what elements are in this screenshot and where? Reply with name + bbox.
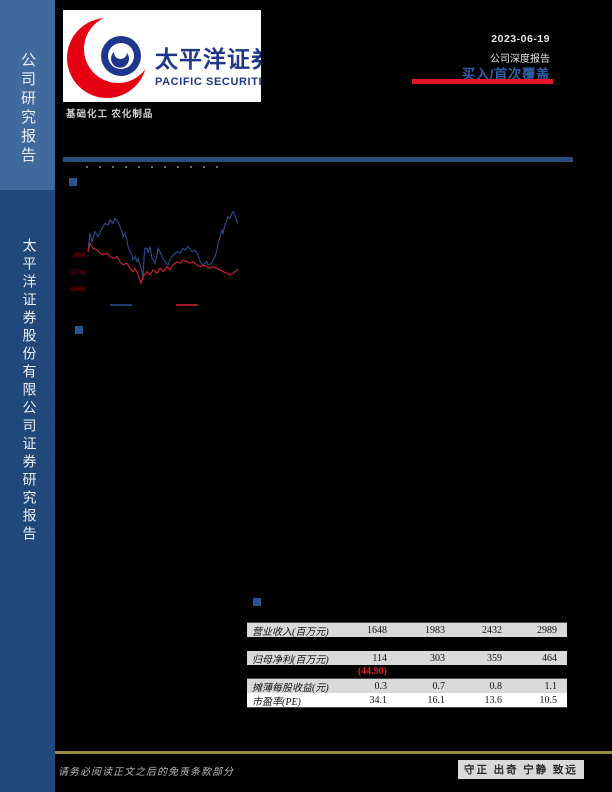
cell-value: 0.8	[489, 681, 503, 692]
disclaimer-text: 请务必阅读正文之后的免责条款部分	[58, 767, 234, 778]
cell-value: 2989	[537, 625, 557, 636]
table-spacer-row	[247, 637, 567, 651]
pacific-securities-logo: 太平洋证券 PACIFIC SECURITIES	[63, 10, 277, 102]
cell-value: 1983	[425, 625, 445, 636]
cell-value: 464	[542, 653, 557, 664]
table-row: 摊薄每股收益(元) 0.3 0.7 0.8 1.1	[247, 679, 567, 694]
rating-underline-bar	[412, 79, 553, 84]
sidebar-top-label: 公司研究报告	[19, 52, 35, 166]
logo-graphic: 太平洋证券 PACIFIC SECURITIES	[67, 15, 277, 98]
footer-rule	[55, 751, 612, 754]
report-date: 2023-06-19	[491, 33, 550, 45]
row-label: 归母净利(百万元)	[252, 655, 329, 666]
cell-value: 2432	[482, 625, 502, 636]
table-row: 市盈率(PE) 34.1 16.1 13.6 10.5	[247, 693, 567, 708]
price-performance-chart: (8%) (17%) (26%)	[70, 210, 239, 306]
cell-value: 359	[487, 653, 502, 664]
section-bullet-icon	[253, 598, 261, 606]
cell-value: 1648	[367, 625, 387, 636]
cell-value: 34.1	[369, 695, 388, 706]
sidebar-bottom-band: 太平洋证券股份有限公司证券研究报告	[0, 190, 55, 792]
report-type-label: 公司深度报告	[490, 54, 550, 65]
negative-growth-value: (44.90)	[357, 666, 387, 677]
cell-value: 114	[372, 653, 387, 664]
company-motto: 守正 出奇 宁静 致远	[458, 760, 584, 779]
logo-swirl	[111, 52, 130, 68]
logo-cn-name: 太平洋证券	[155, 46, 261, 72]
logo-en-name: PACIFIC SECURITIES	[155, 76, 261, 88]
chart-line	[87, 210, 239, 281]
faint-text-remnants	[86, 166, 228, 168]
y-axis-tick-label: (17%)	[70, 270, 86, 276]
y-axis-tick-label: (26%)	[70, 287, 86, 293]
cell-value: 13.6	[484, 695, 503, 706]
y-axis-tick-label: (8%)	[73, 253, 86, 259]
cell-value: 0.7	[432, 681, 446, 692]
row-label: 市盈率(PE)	[252, 697, 301, 708]
section-bullet-icon	[75, 326, 83, 334]
table-border	[247, 622, 567, 623]
table-row: 归母净利(百万元) 114 303 359 464	[247, 651, 567, 666]
table-row: 营业收入(百万元) 1648 1983 2432 2989	[247, 623, 567, 638]
cell-value: 16.1	[427, 695, 446, 706]
growth-rate-row: (44.90)	[247, 665, 567, 678]
chart-line	[87, 241, 239, 286]
section-bullet-icon	[69, 178, 77, 186]
financial-summary-table: 营业收入(百万元) 1648 1983 2432 2989 归母净利(百万元) …	[247, 622, 567, 708]
cell-value: 0.3	[374, 681, 388, 692]
row-label: 摊薄每股收益(元)	[252, 683, 329, 694]
row-label: 营业收入(百万元)	[252, 627, 329, 638]
sidebar-top-band: 公司研究报告	[0, 0, 55, 190]
table-border	[247, 707, 567, 708]
rating-label: 买入/首次覆盖	[461, 67, 550, 82]
sidebar-bottom-label: 太平洋证券股份有限公司证券研究报告	[20, 238, 36, 544]
cell-value: 1.1	[544, 681, 558, 692]
title-rule	[63, 157, 573, 162]
table-border	[247, 678, 567, 679]
cell-value: 303	[430, 653, 445, 664]
industry-sector-label: 基础化工 农化制品	[66, 110, 154, 120]
cell-value: 10.5	[539, 695, 558, 706]
